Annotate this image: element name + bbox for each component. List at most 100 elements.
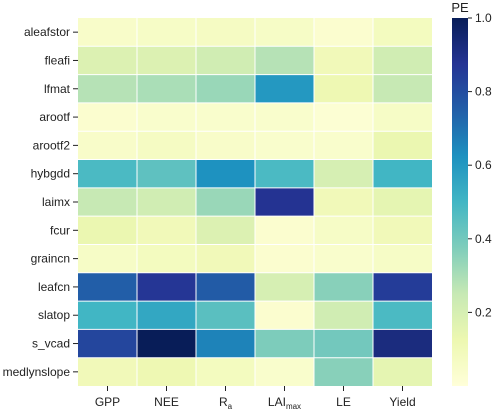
heatmap-cell-arootf2-yield — [373, 131, 432, 160]
x-tick-label-nee: NEE — [154, 395, 179, 409]
heatmap-grid — [78, 18, 432, 386]
x-tick-label-subscript: a — [228, 402, 233, 411]
colorbar-tick-label: 0.8 — [475, 85, 492, 99]
y-tick-label-aleafstor: aleafstor — [24, 25, 70, 39]
heatmap-cell-laimx-nee — [137, 187, 196, 217]
x-tick-label-main: Yield — [389, 395, 415, 409]
heatmap-cell-laimx-le — [314, 187, 373, 217]
heatmap-cell-s-vcad-laimax — [255, 329, 314, 358]
heatmap-cell-hybgdd-ra — [196, 159, 255, 188]
heatmap-cell-fleafi-le — [314, 46, 373, 75]
x-tick-label-main: LAI — [268, 395, 286, 409]
heatmap-cell-fcur-ra — [196, 216, 255, 245]
heatmap-cell-medlynslope-le — [314, 357, 373, 386]
heatmap-cell-s-vcad-gpp — [78, 329, 137, 358]
heatmap-cell-hybgdd-gpp — [78, 159, 137, 188]
heatmap-cell-arootf2-nee — [137, 131, 196, 160]
y-tick-label-medlynslope: medlynslope — [3, 365, 71, 379]
colorbar-tick-label: 0.6 — [475, 158, 492, 172]
heatmap-cell-leafcn-nee — [137, 272, 196, 302]
colorbar-gradient — [452, 18, 468, 386]
y-tick-label-leafcn: leafcn — [38, 280, 70, 294]
heatmap-cell-arootf-yield — [373, 102, 432, 132]
y-tick-label-arootf2: arootf2 — [33, 138, 71, 152]
heatmap-cell-aleafstor-ra — [196, 18, 255, 47]
heatmap-cell-slatop-yield — [373, 301, 432, 330]
heatmap-cell-fleafi-laimax — [255, 46, 314, 75]
y-tick-label-s-vcad: s_vcad — [32, 337, 70, 351]
colorbar-tick-label: 0.2 — [475, 305, 492, 319]
heatmap-cell-lfmat-yield — [373, 74, 432, 103]
heatmap-cell-fcur-le — [314, 216, 373, 245]
heatmap-cell-s-vcad-ra — [196, 329, 255, 358]
y-axis: aleafstor fleafi lfmat arootf arootf2 hybgdd l… — [3, 25, 78, 379]
colorbar: PE — [451, 0, 469, 386]
heatmap-cell-fleafi-gpp — [78, 46, 137, 75]
heatmap-cell-slatop-ra — [196, 301, 255, 330]
heatmap-cell-arootf2-le — [314, 131, 373, 160]
x-tick-label-main: NEE — [154, 395, 179, 409]
colorbar-ticks: 0.2 0.4 0.6 0.8 1.0 — [468, 11, 492, 319]
y-tick-label-graincn: graincn — [31, 252, 70, 266]
heatmap-cell-arootf-nee — [137, 102, 196, 132]
heatmap-cell-hybgdd-nee — [137, 159, 196, 188]
heatmap-cell-fcur-nee — [137, 216, 196, 245]
colorbar-title: PE — [451, 0, 469, 15]
x-tick-label-main: R — [219, 395, 228, 409]
heatmap-cell-lfmat-ra — [196, 74, 255, 103]
y-tick-label-slatop: slatop — [38, 308, 70, 322]
heatmap-cell-lfmat-nee — [137, 74, 196, 103]
heatmap-cell-leafcn-yield — [373, 272, 432, 302]
heatmap-cell-leafcn-le — [314, 272, 373, 302]
heatmap-cell-arootf-le — [314, 102, 373, 132]
heatmap-cell-laimx-gpp — [78, 187, 137, 217]
heatmap-cell-arootf2-gpp — [78, 131, 137, 160]
heatmap-cell-graincn-yield — [373, 244, 432, 273]
heatmap-cell-hybgdd-le — [314, 159, 373, 188]
x-tick-label-main: GPP — [95, 395, 120, 409]
heatmap-cell-arootf2-laimax — [255, 131, 314, 160]
heatmap-cell-s-vcad-le — [314, 329, 373, 358]
heatmap-cell-graincn-gpp — [78, 244, 137, 273]
heatmap-cell-arootf2-ra — [196, 131, 255, 160]
heatmap-cell-s-vcad-nee — [137, 329, 196, 358]
y-tick-label-lfmat: lfmat — [44, 82, 71, 96]
heatmap-cell-fleafi-ra — [196, 46, 255, 75]
heatmap-cell-medlynslope-nee — [137, 357, 196, 386]
heatmap-cell-aleafstor-yield — [373, 18, 432, 47]
heatmap-cell-laimx-yield — [373, 187, 432, 217]
y-tick-label-arootf: arootf — [39, 110, 70, 124]
x-axis: GPP NEE Ra LAImax LE Yield — [95, 386, 416, 411]
x-tick-label-laimax: LAImax — [268, 395, 301, 411]
y-tick-label-fleafi: fleafi — [45, 53, 70, 67]
heatmap-cell-arootf-ra — [196, 102, 255, 132]
heatmap-cell-s-vcad-yield — [373, 329, 432, 358]
x-tick-label-ra: Ra — [219, 395, 233, 411]
heatmap-cell-graincn-le — [314, 244, 373, 273]
heatmap-cell-leafcn-ra — [196, 272, 255, 302]
heatmap-cell-fcur-laimax — [255, 216, 314, 245]
x-tick-label-main: LE — [336, 395, 351, 409]
heatmap-cell-lfmat-laimax — [255, 74, 314, 103]
heatmap-cell-graincn-laimax — [255, 244, 314, 273]
heatmap-cell-fcur-gpp — [78, 216, 137, 245]
heatmap-cell-slatop-gpp — [78, 301, 137, 330]
colorbar-tick-label: 0.4 — [475, 232, 492, 246]
heatmap-cell-medlynslope-laimax — [255, 357, 314, 386]
colorbar-tick-label: 1.0 — [475, 11, 492, 25]
heatmap-cell-hybgdd-laimax — [255, 159, 314, 188]
y-tick-label-hybgdd: hybgdd — [31, 167, 70, 181]
heatmap-cell-hybgdd-yield — [373, 159, 432, 188]
heatmap-cell-medlynslope-ra — [196, 357, 255, 386]
heatmap-cell-leafcn-gpp — [78, 272, 137, 302]
heatmap-cell-lfmat-le — [314, 74, 373, 103]
heatmap-cell-medlynslope-gpp — [78, 357, 137, 386]
heatmap-cell-medlynslope-yield — [373, 357, 432, 386]
heatmap-cell-slatop-nee — [137, 301, 196, 330]
y-tick-label-fcur: fcur — [50, 223, 70, 237]
heatmap-cell-fleafi-nee — [137, 46, 196, 75]
x-tick-label-yield: Yield — [389, 395, 415, 409]
x-tick-label-subscript: max — [286, 402, 301, 411]
